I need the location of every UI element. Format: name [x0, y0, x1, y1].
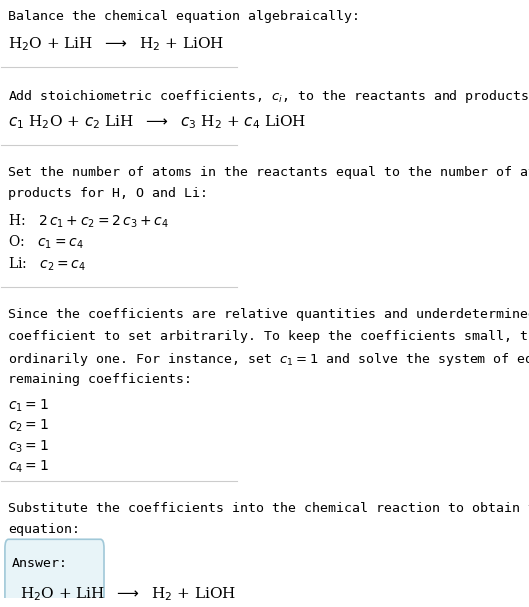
FancyBboxPatch shape [5, 539, 104, 607]
Text: Set the number of atoms in the reactants equal to the number of atoms in the: Set the number of atoms in the reactants… [8, 166, 529, 178]
Text: Since the coefficients are relative quantities and underdetermined, choose a: Since the coefficients are relative quan… [8, 308, 529, 321]
Text: Substitute the coefficients into the chemical reaction to obtain the balanced: Substitute the coefficients into the che… [8, 502, 529, 515]
Text: Balance the chemical equation algebraically:: Balance the chemical equation algebraica… [8, 10, 360, 23]
Text: Li:   $c_2 = c_4$: Li: $c_2 = c_4$ [8, 256, 86, 273]
Text: H$_2$O + LiH  $\longrightarrow$  H$_2$ + LiOH: H$_2$O + LiH $\longrightarrow$ H$_2$ + L… [20, 585, 236, 603]
Text: Answer:: Answer: [12, 557, 68, 570]
Text: Add stoichiometric coefficients, $c_i$, to the reactants and products:: Add stoichiometric coefficients, $c_i$, … [8, 88, 529, 105]
Text: $c_1 = 1$: $c_1 = 1$ [8, 398, 49, 414]
Text: $c_2 = 1$: $c_2 = 1$ [8, 418, 49, 435]
Text: $c_1$ H$_2$O + $c_2$ LiH  $\longrightarrow$  $c_3$ H$_2$ + $c_4$ LiOH: $c_1$ H$_2$O + $c_2$ LiH $\longrightarro… [8, 113, 307, 131]
Text: $c_4 = 1$: $c_4 = 1$ [8, 459, 49, 475]
Text: ordinarily one. For instance, set $c_1 = 1$ and solve the system of equations fo: ordinarily one. For instance, set $c_1 =… [8, 351, 529, 368]
Text: H$_2$O + LiH  $\longrightarrow$  H$_2$ + LiOH: H$_2$O + LiH $\longrightarrow$ H$_2$ + L… [8, 35, 225, 53]
Text: equation:: equation: [8, 523, 80, 537]
Text: products for H, O and Li:: products for H, O and Li: [8, 188, 208, 200]
Text: H:   $2\,c_1 + c_2 = 2\,c_3 + c_4$: H: $2\,c_1 + c_2 = 2\,c_3 + c_4$ [8, 212, 169, 229]
Text: $c_3 = 1$: $c_3 = 1$ [8, 438, 49, 455]
Text: remaining coefficients:: remaining coefficients: [8, 373, 193, 385]
Text: coefficient to set arbitrarily. To keep the coefficients small, the arbitrary va: coefficient to set arbitrarily. To keep … [8, 330, 529, 342]
Text: O:   $c_1 = c_4$: O: $c_1 = c_4$ [8, 234, 84, 251]
